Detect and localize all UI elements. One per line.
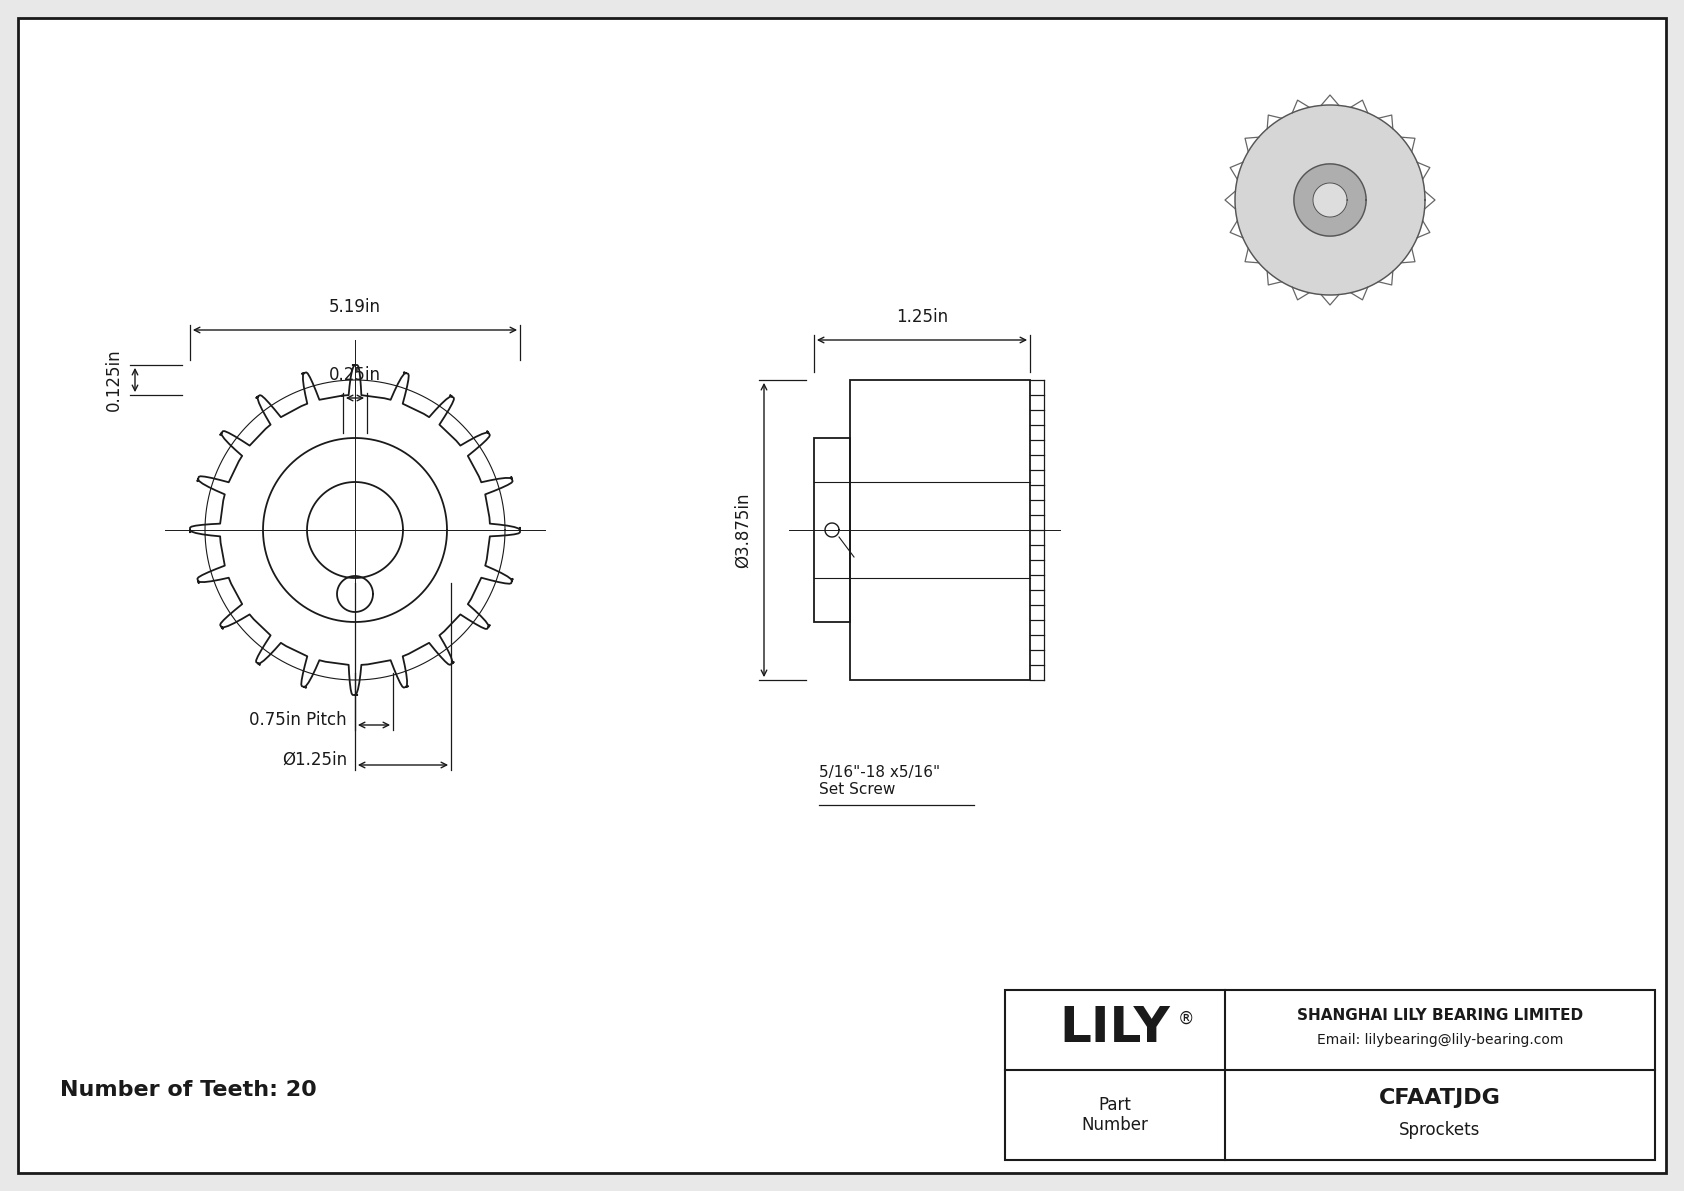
Circle shape [1314, 183, 1347, 217]
Text: SHANGHAI LILY BEARING LIMITED: SHANGHAI LILY BEARING LIMITED [1297, 1008, 1583, 1023]
Text: Number of Teeth: 20: Number of Teeth: 20 [61, 1080, 317, 1100]
Text: Part
Number: Part Number [1081, 1096, 1148, 1134]
Bar [813, 438, 850, 622]
Bar [1005, 990, 1655, 1160]
Text: 1.25in: 1.25in [896, 308, 948, 326]
Text: 0.75in Pitch: 0.75in Pitch [249, 711, 347, 729]
Text: 5/16"-18 x5/16"
Set Screw: 5/16"-18 x5/16" Set Screw [818, 765, 940, 798]
Text: 0.25in: 0.25in [328, 366, 381, 384]
Circle shape [1234, 105, 1425, 295]
Text: 0.125in: 0.125in [104, 349, 123, 411]
Text: 5.19in: 5.19in [328, 298, 381, 316]
Bar [850, 380, 1031, 680]
Text: Ø1.25in: Ø1.25in [281, 752, 347, 769]
Text: Email: lilybearing@lily-bearing.com: Email: lilybearing@lily-bearing.com [1317, 1033, 1563, 1047]
Text: ®: ® [1179, 1010, 1194, 1028]
Text: CFAATJDG: CFAATJDG [1379, 1089, 1500, 1108]
Text: LILY: LILY [1059, 1004, 1170, 1052]
Text: Sprockets: Sprockets [1399, 1121, 1480, 1139]
Circle shape [1293, 164, 1366, 236]
Text: Ø3.875in: Ø3.875in [734, 492, 753, 568]
